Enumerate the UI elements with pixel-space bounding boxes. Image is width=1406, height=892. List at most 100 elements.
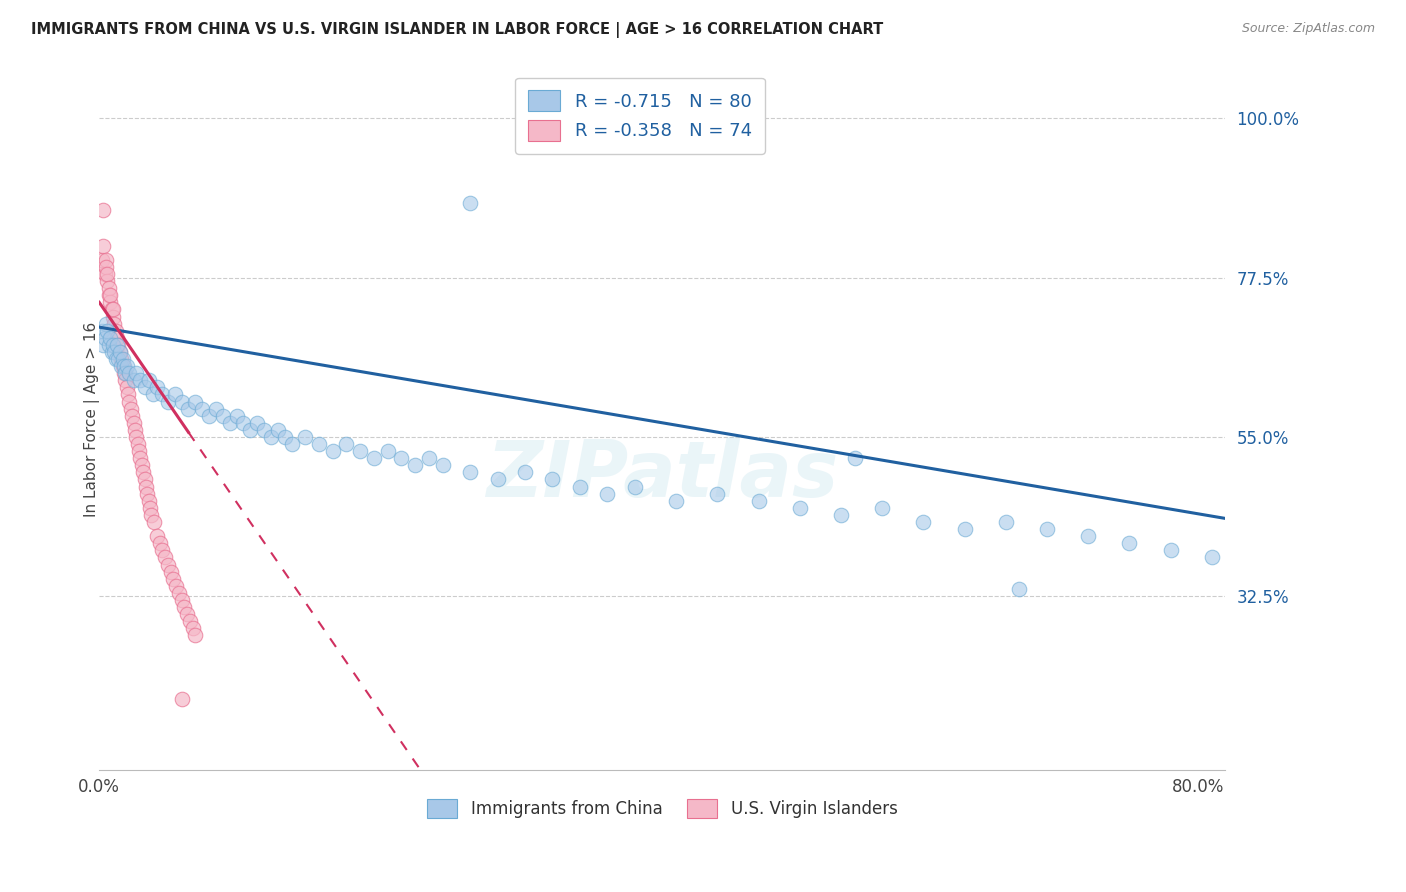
Point [432,458,454,473]
Point [280,437,302,451]
Point [173,600,195,615]
Point [146,380,169,394]
Point [830,508,852,522]
Point [418,451,440,466]
Point [870,500,893,515]
Point [127,437,149,451]
Point [747,493,769,508]
Point [98,288,121,302]
Point [706,486,728,500]
Point [239,423,262,437]
Point [135,479,157,493]
Point [1118,536,1140,550]
Point [198,409,221,423]
Point [1036,522,1059,536]
Point [91,203,114,218]
Point [322,444,344,458]
Point [953,522,976,536]
Point [98,295,121,310]
Point [844,451,866,466]
Point [91,238,114,252]
Point [156,394,179,409]
Point [541,473,564,487]
Point [170,593,193,607]
Point [179,614,201,628]
Y-axis label: In Labor Force | Age > 16: In Labor Force | Age > 16 [84,322,100,516]
Point [107,338,129,352]
Point [114,373,136,387]
Point [156,558,179,572]
Point [110,352,132,367]
Point [225,409,247,423]
Point [105,331,128,345]
Point [665,493,688,508]
Point [404,458,426,473]
Point [125,430,148,444]
Point [150,543,173,558]
Point [94,260,117,274]
Point [122,373,145,387]
Point [101,338,124,352]
Point [294,430,316,444]
Point [143,515,166,529]
Point [363,451,385,466]
Point [389,451,412,466]
Point [93,331,115,345]
Text: IMMIGRANTS FROM CHINA VS U.S. VIRGIN ISLANDER IN LABOR FORCE | AGE > 16 CORRELAT: IMMIGRANTS FROM CHINA VS U.S. VIRGIN ISL… [31,22,883,38]
Point [98,331,121,345]
Point [184,628,207,642]
Point [1077,529,1099,543]
Point [108,345,131,359]
Point [101,302,124,317]
Point [1160,543,1182,558]
Point [125,366,148,380]
Point [91,324,114,338]
Point [568,479,591,493]
Point [108,345,131,359]
Point [170,394,193,409]
Point [97,288,120,302]
Point [167,586,190,600]
Text: Source: ZipAtlas.com: Source: ZipAtlas.com [1241,22,1375,36]
Point [136,486,159,500]
Point [97,281,120,295]
Point [191,401,214,416]
Point [111,352,134,367]
Point [134,380,156,394]
Point [162,572,184,586]
Point [138,493,160,508]
Point [129,451,152,466]
Point [177,401,200,416]
Point [253,423,276,437]
Point [139,500,162,515]
Point [349,444,371,458]
Point [97,338,120,352]
Point [134,473,156,487]
Point [91,252,114,267]
Point [114,366,136,380]
Point [121,409,143,423]
Point [458,466,481,480]
Point [176,607,198,621]
Point [101,310,124,324]
Point [335,437,357,451]
Point [181,621,204,635]
Point [96,324,118,338]
Point [93,267,115,281]
Point [273,430,295,444]
Point [118,394,141,409]
Point [260,430,283,444]
Point [129,373,152,387]
Point [486,473,509,487]
Point [624,479,647,493]
Legend: Immigrants from China, U.S. Virgin Islanders: Immigrants from China, U.S. Virgin Islan… [420,792,904,825]
Point [96,267,118,281]
Point [112,359,135,373]
Point [122,416,145,430]
Point [912,515,935,529]
Point [159,565,181,579]
Point [115,359,138,373]
Point [142,387,165,401]
Point [103,345,125,359]
Point [110,359,132,373]
